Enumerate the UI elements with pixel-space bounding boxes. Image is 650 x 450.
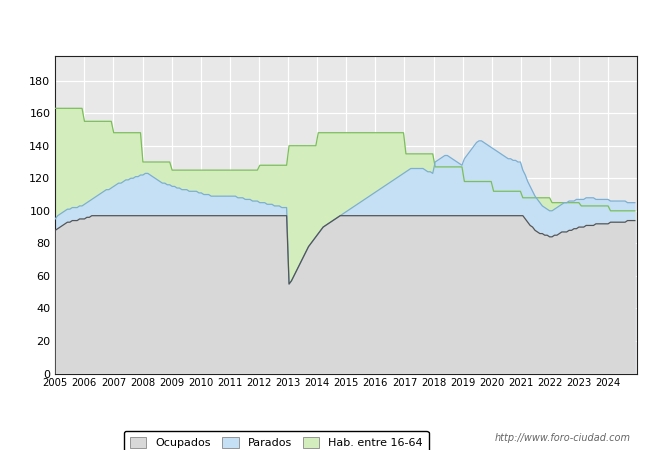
Text: La Torre - Evolucion de la poblacion en edad de Trabajar Noviembre de 2024: La Torre - Evolucion de la poblacion en … [49, 17, 601, 30]
Text: http://www.foro-ciudad.com: http://www.foro-ciudad.com [495, 433, 630, 443]
Legend: Ocupados, Parados, Hab. entre 16-64: Ocupados, Parados, Hab. entre 16-64 [124, 431, 428, 450]
